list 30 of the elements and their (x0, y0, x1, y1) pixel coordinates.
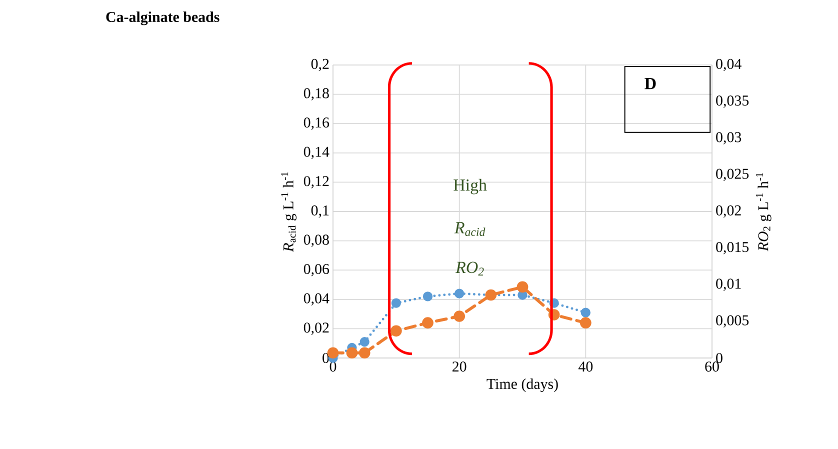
y2-tick-label: 0,02 (716, 205, 741, 218)
x-axis-title: Time (days) (486, 378, 558, 392)
y2-tick-label: 0 (716, 352, 722, 364)
annotation: High (454, 178, 487, 194)
y-tick-label: 0,06 (304, 264, 330, 276)
y-tick-label: 0,1 (311, 205, 329, 218)
y-tick-label: 0,12 (304, 176, 329, 188)
y2-tick-label: 0,015 (716, 242, 749, 254)
y2-tick-label: 0,035 (716, 96, 749, 108)
y-tick-label: 0,14 (304, 146, 330, 160)
annotation: RO$_{2}$ (455, 262, 484, 276)
y2-axis-title: RO$_{2}$ g L$^{-1}$ h$^{-1}$ (756, 172, 772, 252)
y2-tick-label: 0,03 (716, 132, 742, 144)
y2-tick-label: 0,04 (716, 58, 742, 72)
y2-tick-label: 0,005 (716, 315, 749, 328)
text: Ca-alginate beads (106, 12, 220, 26)
annotation: D (644, 78, 656, 90)
x-tick-label: 20 (452, 362, 466, 372)
y-tick-label: 0,2 (311, 58, 329, 72)
annotation: R$_{acid}$ (454, 222, 486, 236)
y-tick-label: 0,08 (304, 234, 329, 247)
y-axis-title: R$_{acid}$ g L$^{-1}$ h$^{-1}$ (281, 172, 296, 252)
y2-tick-label: 0,025 (716, 168, 749, 181)
y-tick-label: 0,02 (304, 322, 329, 335)
y-tick-label: 0,04 (304, 293, 330, 306)
y-tick-label: 0,18 (304, 88, 329, 100)
y2-tick-label: 0,01 (716, 278, 741, 291)
x-tick-label: 60 (705, 362, 719, 372)
x-tick-label: 40 (578, 362, 593, 372)
y-tick-label: 0,16 (304, 117, 330, 130)
